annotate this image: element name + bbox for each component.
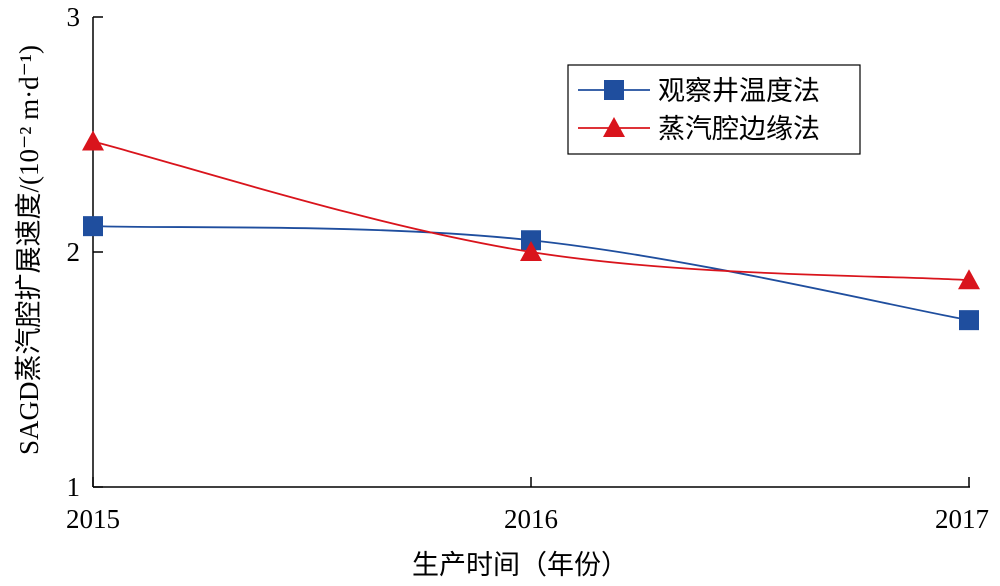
y-tick-label: 3 <box>67 2 81 32</box>
data-point-steam-chamber-edge <box>82 130 104 151</box>
x-tick-label: 2017 <box>935 504 989 534</box>
legend-marker-steam-chamber-edge <box>603 117 625 137</box>
x-axis-label: 生产时间（年份） <box>412 550 628 580</box>
data-point-observation-well <box>521 230 541 251</box>
x-tick-label: 2015 <box>66 504 120 534</box>
x-tick-label: 2016 <box>504 504 558 534</box>
legend-label-observation-well: 观察井温度法 <box>658 76 820 106</box>
data-point-observation-well <box>83 216 103 237</box>
data-point-steam-chamber-edge <box>958 269 980 290</box>
data-point-observation-well <box>959 310 979 331</box>
data-point-steam-chamber-edge <box>520 241 542 261</box>
y-tick-label: 1 <box>67 472 81 502</box>
legend-label-steam-chamber-edge: 蒸汽腔边缘法 <box>658 114 820 144</box>
legend-box <box>567 64 861 155</box>
y-axis-label: SAGD蒸汽腔扩展速度/(10⁻² m·d⁻¹) <box>14 45 44 455</box>
plot-area <box>82 130 980 331</box>
legend-marker-observation-well <box>604 80 624 100</box>
y-tick-label: 2 <box>67 237 81 267</box>
